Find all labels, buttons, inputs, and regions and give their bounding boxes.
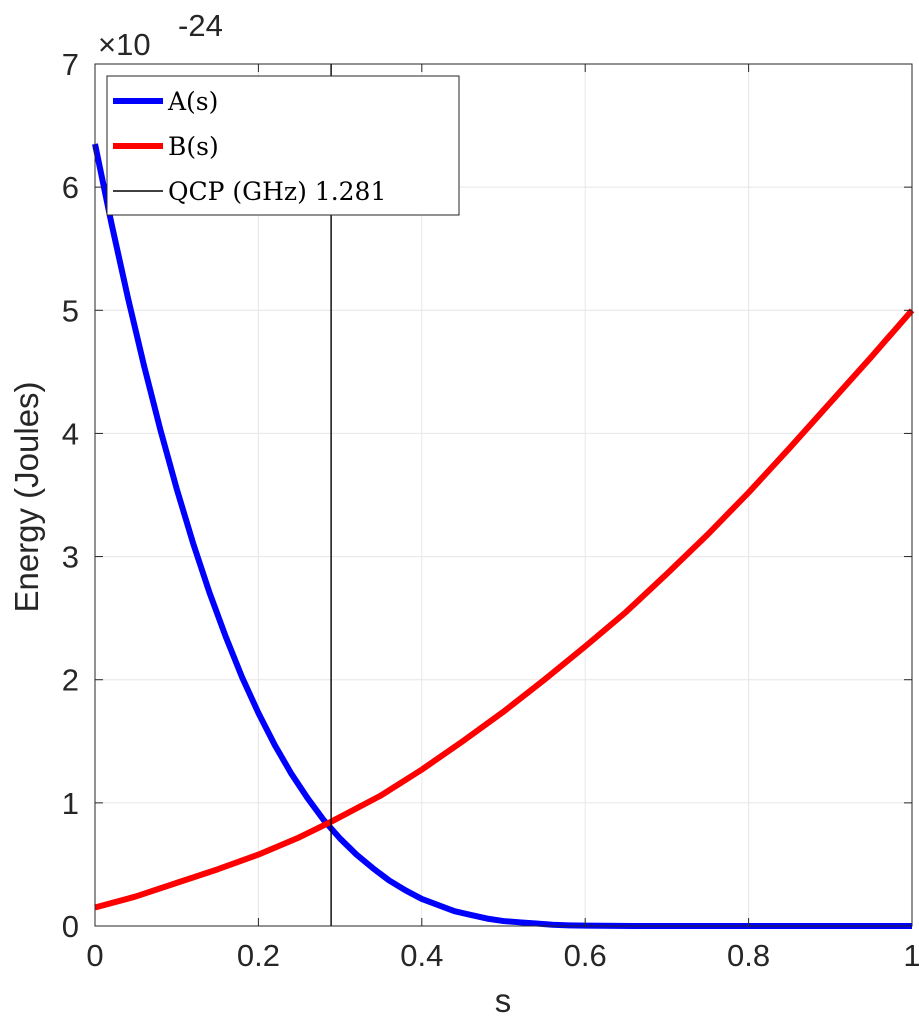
legend-label: QCP (GHz) 1.281 [168,177,386,206]
exponent-prefix: ×10 [98,27,151,62]
legend-label: A(s) [167,87,218,116]
y-tick-label: 4 [62,416,79,451]
x-tick-label: 0.6 [564,938,607,973]
y-tick-label: 2 [62,663,79,698]
legend: A(s) B(s) QCP (GHz) 1.281 [106,75,460,216]
legend-label: B(s) [168,132,219,161]
y-tick-label: 1 [62,786,79,821]
y-tick-label: 0 [62,909,79,944]
y-tick-label: 3 [62,540,79,575]
legend-box [106,75,460,216]
y-axis-label: Energy (Joules) [8,381,45,612]
x-tick-label: 0.8 [727,938,770,973]
plot-frame [94,63,913,927]
x-tick-label: 0.2 [237,938,280,973]
y-tick-label: 6 [62,170,79,205]
series-line-1 [94,308,915,911]
x-axis-label: s [495,982,512,1019]
x-axis-ticks: 0 0.2 0.4 0.6 0.8 1 [86,64,919,973]
x-tick-label: 1 [903,938,919,973]
exponent-label: ×10 -24 [98,8,223,62]
x-tick-label: 0 [86,938,103,973]
y-tick-label: 5 [62,293,79,328]
x-tick-label: 0.4 [400,938,443,973]
exponent-power: -24 [178,8,223,43]
y-axis-ticks: 0 1 2 3 4 5 6 7 [62,47,912,944]
y-tick-label: 7 [62,47,79,82]
